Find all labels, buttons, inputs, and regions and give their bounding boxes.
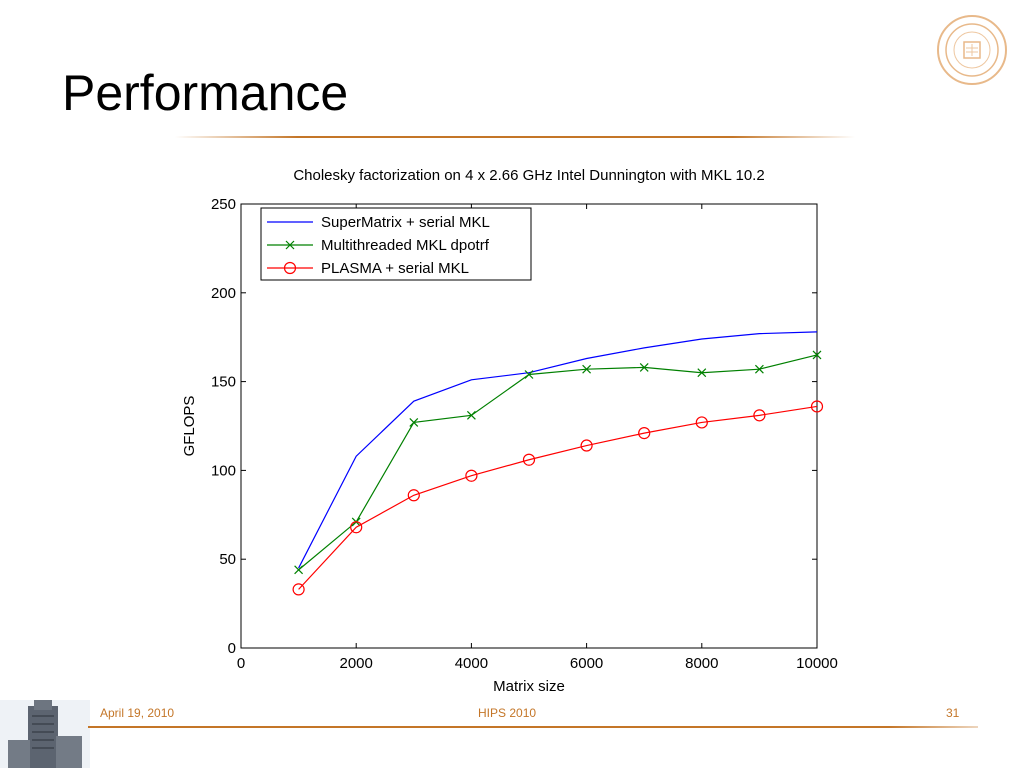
x-axis-label: Matrix size — [493, 678, 565, 695]
data-point — [639, 362, 649, 372]
data-point — [350, 521, 363, 534]
series-1 — [298, 331, 818, 569]
page-number: 31 — [946, 706, 960, 720]
series-2 — [294, 350, 822, 575]
data-point — [292, 583, 305, 596]
legend: SuperMatrix + serial MKL Multithreaded MK… — [260, 207, 532, 281]
legend-marker — [285, 240, 295, 250]
title-divider — [175, 136, 855, 138]
series-line — [298, 331, 818, 569]
legend-label: Multithreaded MKL dpotrf — [321, 237, 490, 254]
data-point — [524, 370, 534, 379]
footer-divider — [88, 726, 978, 728]
chart-svg: Cholesky factorization on 4 x 2.66 GHz I… — [181, 167, 838, 695]
legend-marker — [283, 261, 297, 275]
legend-marker-stroke — [285, 240, 295, 250]
series-line — [298, 405, 818, 590]
data-point — [754, 364, 764, 374]
y-tick-label: 50 — [219, 551, 236, 568]
data-point-stroke — [812, 350, 822, 360]
data-point-stroke — [582, 364, 592, 374]
data-point-stroke — [639, 362, 649, 372]
data-point — [580, 439, 593, 452]
chart-title: Cholesky factorization on 4 x 2.66 GHz I… — [293, 167, 764, 184]
data-point — [695, 416, 708, 429]
legend-label: SuperMatrix + serial MKL — [321, 214, 490, 231]
x-tick-label: 6000 — [570, 655, 603, 672]
data-point-stroke — [697, 368, 707, 378]
y-tick-label: 250 — [211, 196, 236, 213]
data-point-stroke — [466, 410, 476, 420]
data-point — [407, 489, 420, 502]
data-point-stroke — [754, 364, 764, 374]
x-tick-label: 10000 — [796, 655, 838, 672]
legend-label: PLASMA + serial MKL — [321, 260, 469, 277]
y-tick-label: 200 — [211, 285, 236, 302]
footer-conference: HIPS 2010 — [478, 706, 537, 720]
data-point — [522, 453, 536, 466]
campus-tower-icon — [0, 700, 90, 768]
y-axis-label: GFLOPS — [181, 396, 198, 457]
y-tick-label: 0 — [228, 640, 236, 657]
y-tick-label: 100 — [211, 462, 236, 479]
x-tick-label: 0 — [237, 655, 245, 672]
data-point-stroke — [294, 565, 304, 575]
data-point — [294, 565, 304, 575]
data-point — [582, 364, 592, 374]
data-point-stroke — [524, 370, 534, 379]
y-tick-label: 150 — [211, 374, 236, 391]
data-point — [465, 469, 478, 482]
data-point — [697, 368, 707, 378]
x-tick-label: 4000 — [455, 655, 488, 672]
data-point — [812, 350, 822, 360]
data-point — [638, 427, 651, 440]
x-tick-label: 8000 — [685, 655, 718, 672]
data-point — [810, 400, 824, 413]
series-3 — [292, 400, 824, 596]
data-point — [466, 410, 476, 420]
data-point — [753, 409, 766, 422]
slide-title: Performance — [62, 65, 349, 121]
chart-container: Cholesky factorization on 4 x 2.66 GHz I… — [160, 150, 860, 705]
university-seal-icon — [937, 15, 1007, 85]
series-line — [298, 354, 818, 571]
data-point-stroke — [409, 418, 419, 427]
footer-date: April 19, 2010 — [100, 706, 175, 720]
data-point — [409, 418, 419, 427]
x-tick-label: 2000 — [340, 655, 373, 672]
